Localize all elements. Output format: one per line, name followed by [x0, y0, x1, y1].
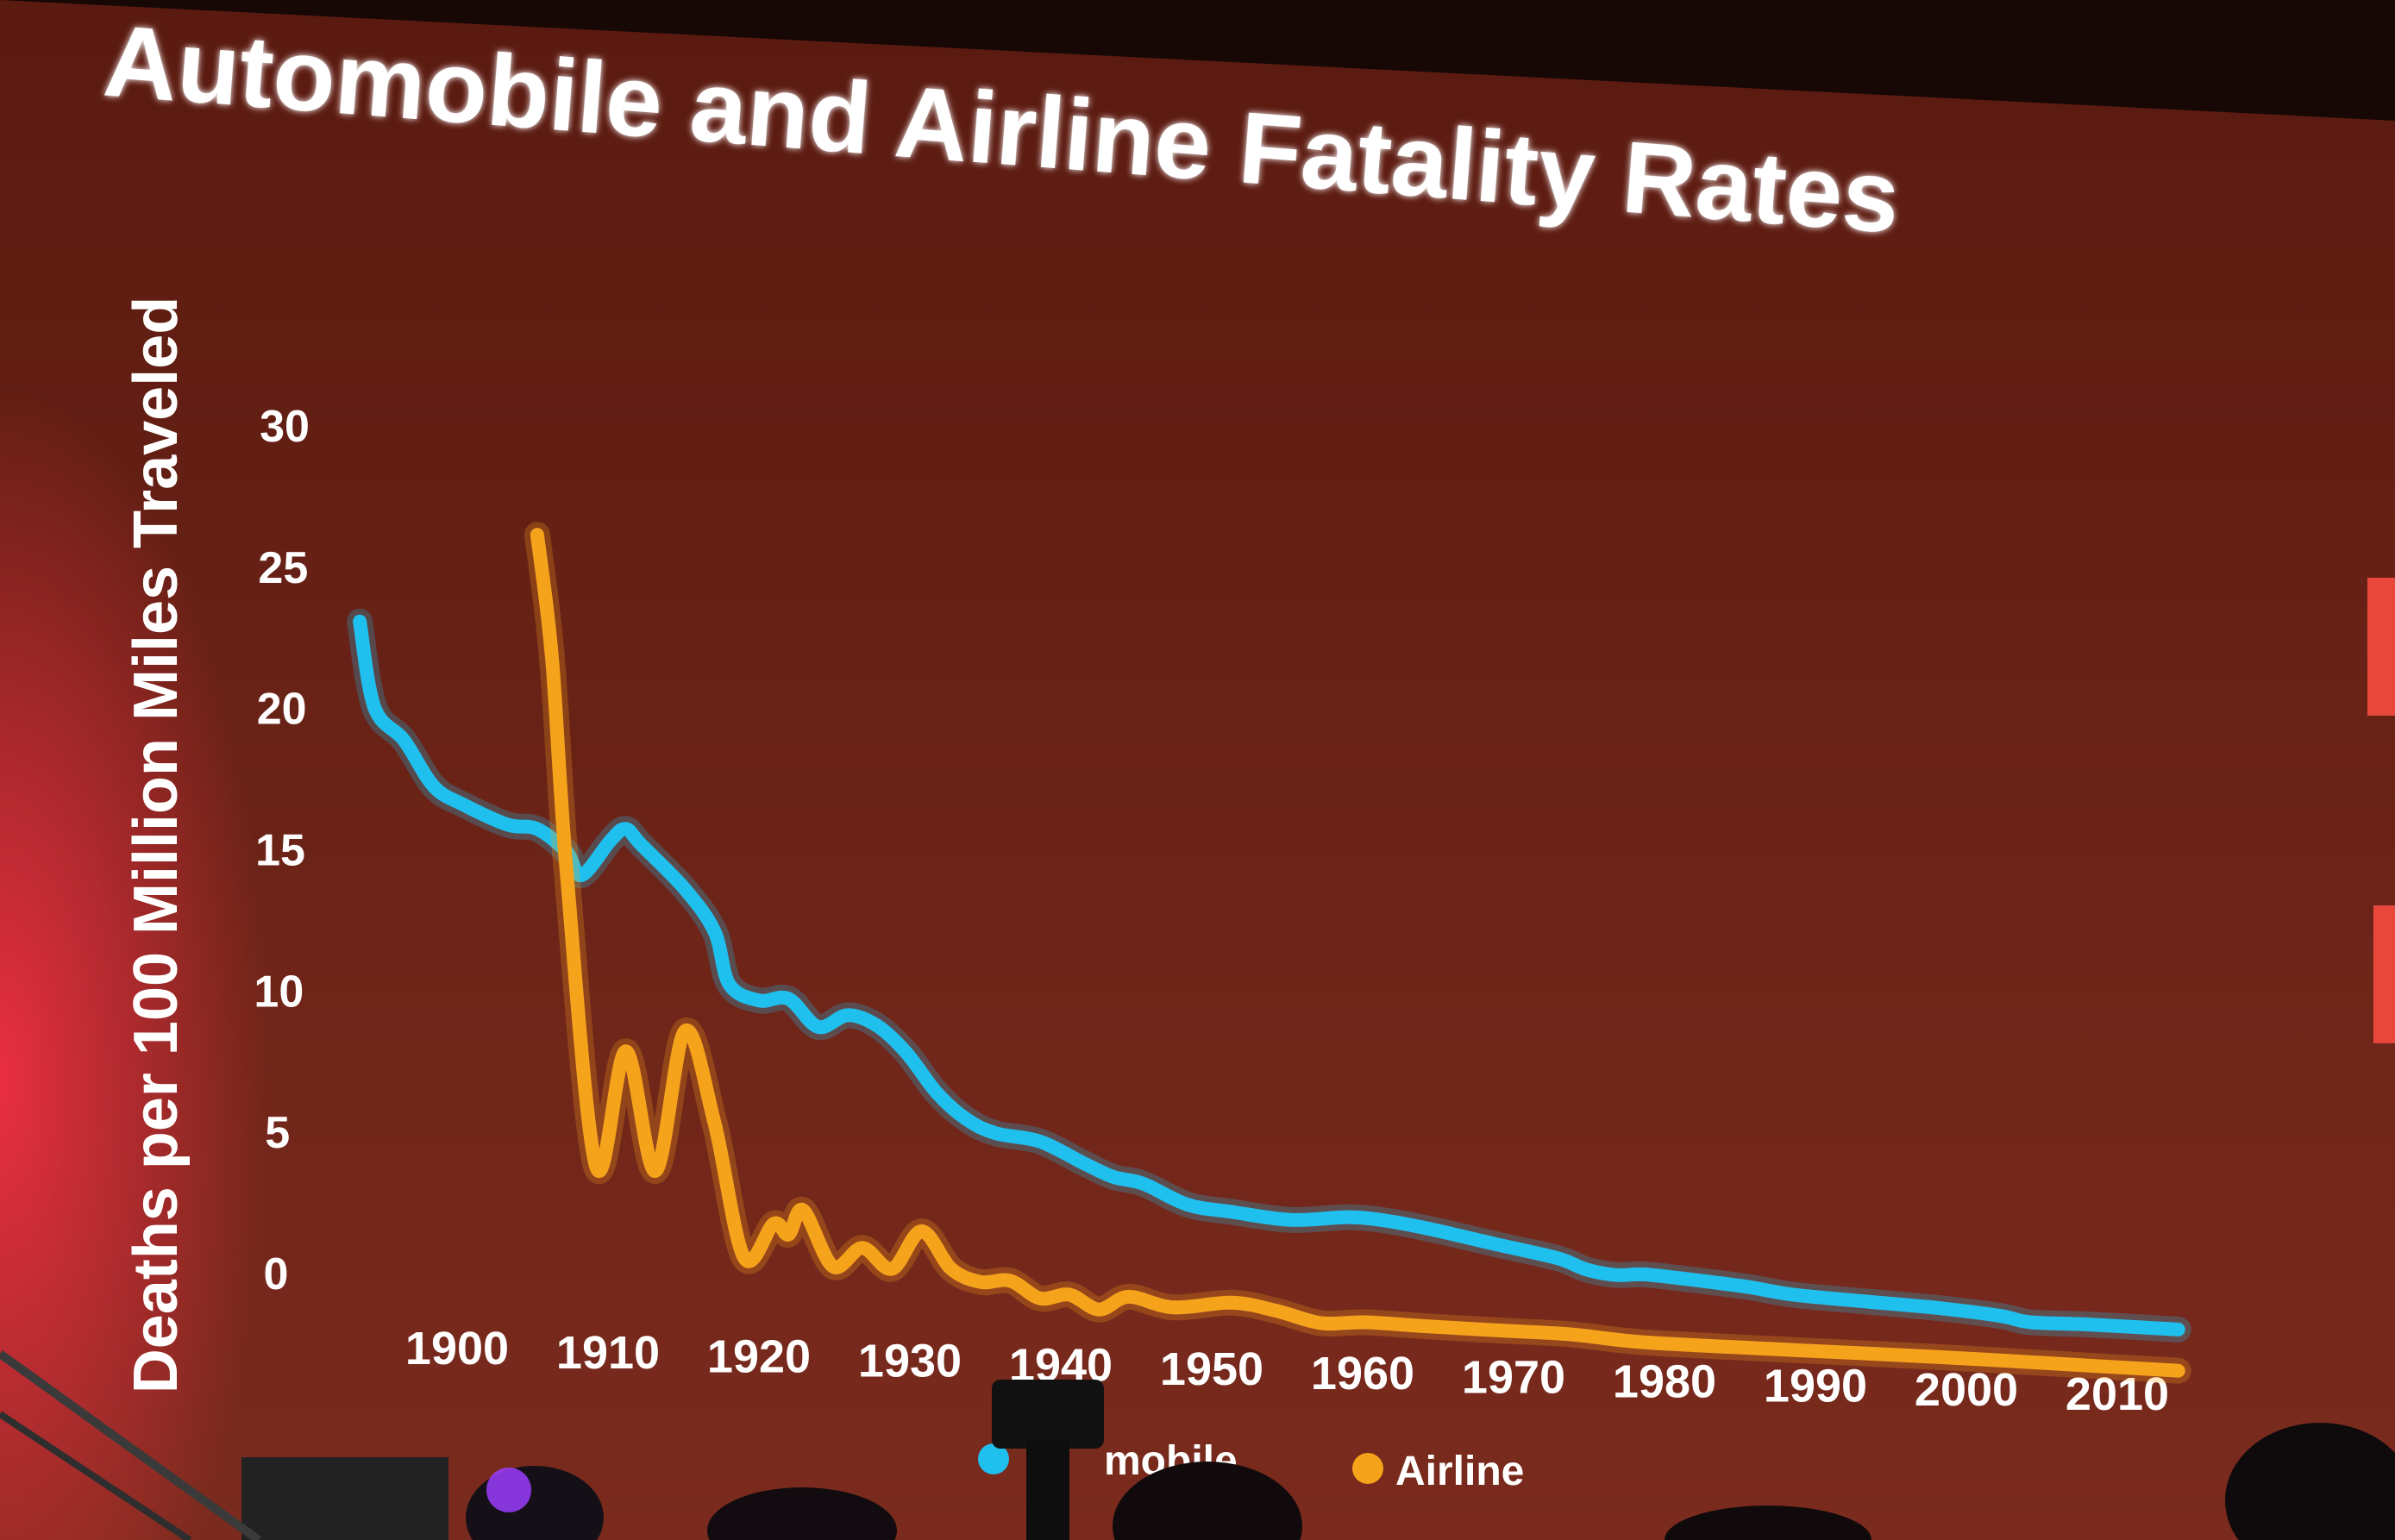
- x-tick-label: 1960: [1311, 1348, 1414, 1399]
- x-tick-label: 1950: [1160, 1343, 1263, 1395]
- y-tick-label: 5: [265, 1108, 290, 1158]
- y-tick-label: 30: [260, 402, 310, 452]
- y-tick-label: 10: [254, 967, 304, 1017]
- stair-rail-lower: [0, 1411, 192, 1540]
- x-tick-label: 1970: [1462, 1352, 1565, 1404]
- y-tick-labels: 0 5 10 15 20 25 30: [254, 402, 310, 1299]
- x-tick-labels: 1900 1910 1920 1930 1940 1950 1960 1970 1980 1990…: [405, 1323, 2169, 1420]
- audience-head-2: [707, 1487, 897, 1540]
- x-tick-label: 1920: [707, 1331, 811, 1383]
- y-tick-label: 20: [257, 685, 307, 735]
- series-line-automobile: [353, 614, 2185, 1337]
- stair-rail: [0, 1349, 261, 1540]
- stage-light-purple: [486, 1468, 531, 1512]
- stage-monitor: [241, 1457, 448, 1540]
- legend-marker-automobile: [978, 1443, 1009, 1474]
- camera-tripod: [1026, 1440, 1069, 1540]
- x-tick-label: 1900: [405, 1323, 509, 1374]
- x-tick-label: 1990: [1764, 1360, 1867, 1412]
- plot-area: [347, 522, 2191, 1384]
- camera-silhouette: [992, 1380, 1104, 1449]
- x-tick-label: 1910: [556, 1327, 660, 1379]
- series-line-airline: [530, 528, 2185, 1378]
- x-tick-label: 2000: [1915, 1364, 2018, 1416]
- x-tick-label: 2010: [2066, 1368, 2169, 1420]
- right-edge-light-bottom: [2373, 905, 2395, 1043]
- audience-head-4: [1665, 1506, 1871, 1540]
- y-tick-label: 15: [255, 826, 305, 876]
- y-tick-label: 0: [264, 1249, 289, 1299]
- left-stage-glow: [0, 0, 604, 1540]
- legend-marker-airline: [1352, 1453, 1383, 1484]
- audience-head-3: [1113, 1462, 1302, 1540]
- audience-foreground: [0, 1349, 2395, 1540]
- right-edge-light-top: [2367, 578, 2395, 716]
- legend-label-airline: Airline: [1395, 1449, 1524, 1494]
- y-tick-label: 25: [258, 543, 308, 593]
- x-tick-label: 1980: [1613, 1356, 1716, 1408]
- audience-head-5: [2225, 1423, 2395, 1540]
- x-tick-label: 1930: [858, 1335, 962, 1387]
- y-axis-label: Deaths per 100 Million Miles Traveled: [122, 297, 191, 1393]
